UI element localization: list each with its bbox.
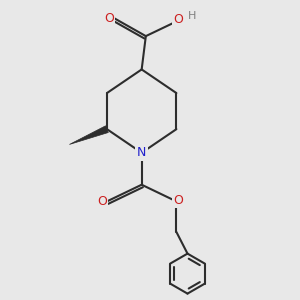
- Text: O: O: [104, 12, 114, 25]
- Text: O: O: [173, 194, 183, 206]
- Text: N: N: [137, 146, 146, 159]
- Polygon shape: [69, 126, 108, 144]
- Text: O: O: [97, 195, 107, 208]
- Text: H: H: [188, 11, 196, 21]
- Text: O: O: [173, 13, 183, 26]
